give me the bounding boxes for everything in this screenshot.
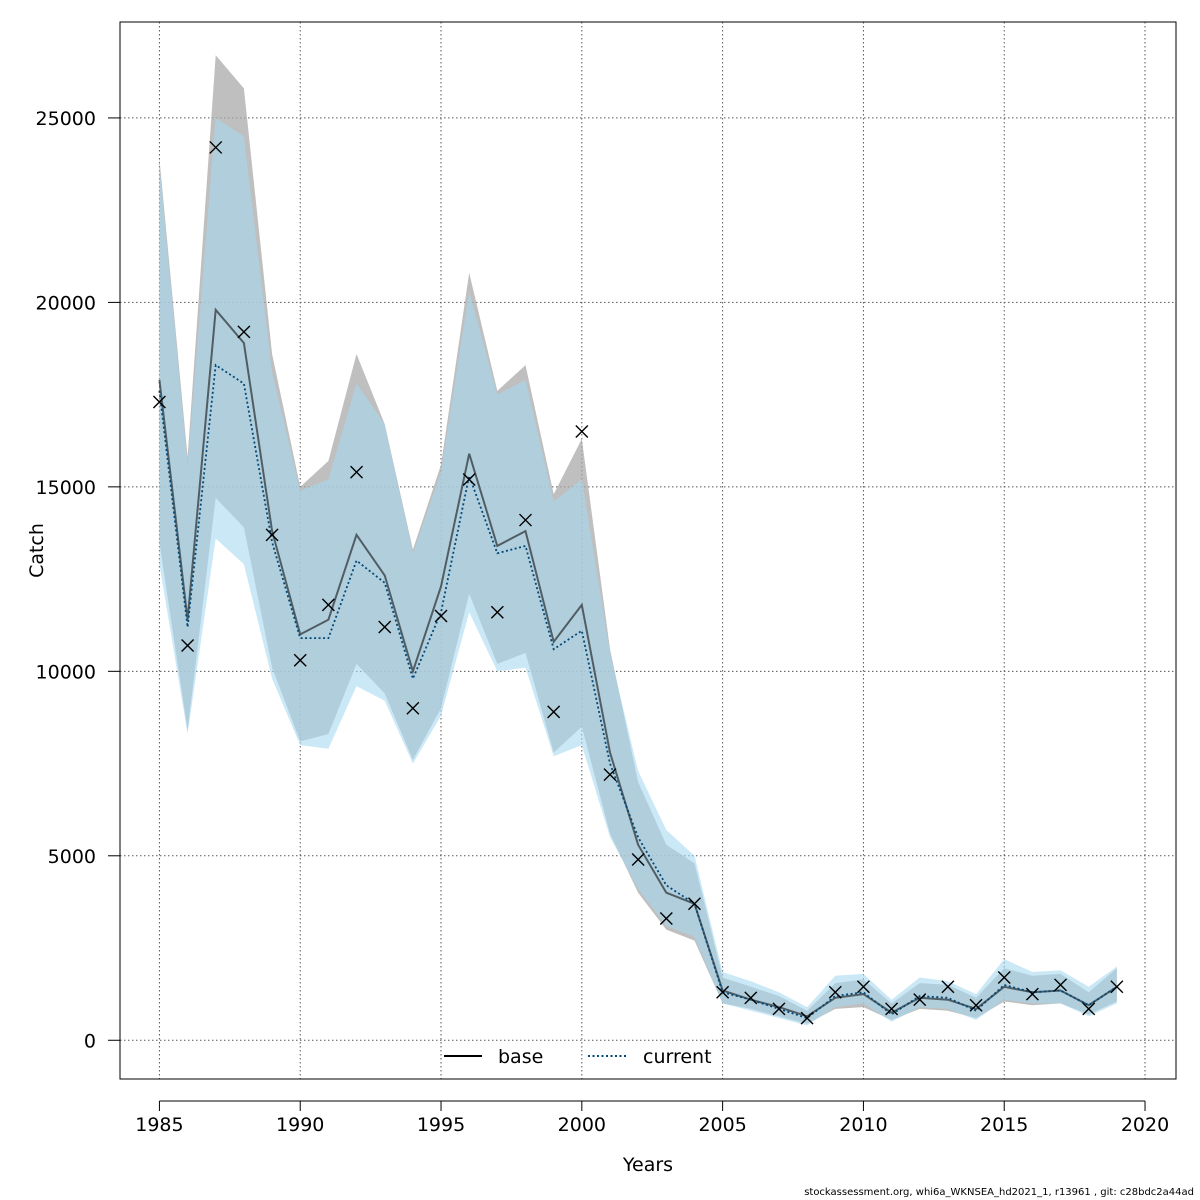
observation-marker-2006 xyxy=(744,991,758,1005)
observation-marker-1995 xyxy=(434,609,448,623)
y-tick-label-15000: 15000 xyxy=(36,477,96,499)
observation-marker-2014 xyxy=(969,998,983,1012)
observation-stroke xyxy=(321,598,335,612)
observation-stroke xyxy=(1082,1002,1096,1016)
observation-marker-2018 xyxy=(1082,1002,1096,1016)
legend-label-current: current xyxy=(643,1046,712,1068)
observation-marker-1988 xyxy=(237,325,251,339)
observation-stroke xyxy=(209,140,223,154)
y-tick-label-10000: 10000 xyxy=(36,661,96,683)
observation-stroke xyxy=(378,620,392,634)
observation-points xyxy=(152,140,1124,1025)
y-axis-title: Catch xyxy=(26,523,48,578)
footer-credit: stockassessment.org, whi6a_WKNSEA_hd2021… xyxy=(804,1187,1194,1198)
observation-marker-1992 xyxy=(350,465,364,479)
observation-stroke xyxy=(462,472,476,486)
observation-stroke xyxy=(265,528,279,542)
observation-marker-2010 xyxy=(856,980,870,994)
y-tick-label-20000: 20000 xyxy=(36,292,96,314)
observation-marker-1997 xyxy=(490,605,504,619)
observation-stroke xyxy=(152,395,166,409)
observation-marker-2005 xyxy=(716,985,730,999)
observation-marker-2007 xyxy=(772,1002,786,1016)
legend-label-base: base xyxy=(498,1046,543,1068)
observation-stroke xyxy=(856,980,870,994)
x-tick-label-2000: 2000 xyxy=(558,1114,606,1136)
y-tick-label-25000: 25000 xyxy=(36,108,96,130)
observation-marker-1999 xyxy=(547,705,561,719)
observation-marker-1989 xyxy=(265,528,279,542)
observation-stroke xyxy=(885,1002,899,1016)
observation-stroke xyxy=(350,465,364,479)
series-line-base xyxy=(158,307,1118,1018)
x-tick-label-2005: 2005 xyxy=(698,1114,746,1136)
x-tick-label-1990: 1990 xyxy=(276,1114,324,1136)
observation-marker-2015 xyxy=(997,971,1011,985)
observation-marker-1998 xyxy=(519,513,532,527)
observation-marker-1987 xyxy=(209,140,223,154)
observation-stroke xyxy=(631,852,645,866)
observation-stroke xyxy=(744,991,758,1005)
observation-stroke xyxy=(293,653,307,667)
observation-marker-2000 xyxy=(575,425,589,439)
observation-stroke xyxy=(659,912,673,926)
observation-stroke xyxy=(575,425,589,439)
x-tick-label-1995: 1995 xyxy=(417,1114,465,1136)
observation-stroke xyxy=(547,705,561,719)
observation-marker-1993 xyxy=(378,620,392,634)
y-axis: 0 5000 10000 15000 20000 25000 xyxy=(36,108,120,1052)
observation-marker-2011 xyxy=(885,1002,899,1016)
observation-stroke xyxy=(772,1002,786,1016)
observation-marker-2004 xyxy=(687,897,701,911)
observation-stroke xyxy=(913,993,927,1007)
observation-stroke xyxy=(1054,978,1068,992)
observation-marker-2013 xyxy=(941,980,955,994)
observation-stroke xyxy=(687,897,701,911)
observation-stroke xyxy=(237,325,251,339)
observation-stroke xyxy=(603,768,617,782)
observation-marker-1986 xyxy=(181,639,195,652)
observation-marker-2008 xyxy=(800,1011,814,1025)
x-tick-label-2020: 2020 xyxy=(1121,1114,1169,1136)
observation-stroke xyxy=(434,609,448,623)
observation-marker-1994 xyxy=(406,701,420,715)
plot-frame xyxy=(119,21,1177,1080)
x-tick-label-2015: 2015 xyxy=(980,1114,1028,1136)
observation-stroke xyxy=(716,985,730,999)
observation-marker-1990 xyxy=(293,653,307,667)
observation-stroke xyxy=(490,605,504,619)
observation-marker-2016 xyxy=(1025,987,1039,1001)
observation-stroke xyxy=(997,971,1011,985)
x-axis: 1985 1990 1995 2000 2005 2010 2015 2020 xyxy=(135,1100,1169,1136)
observation-stroke xyxy=(828,985,842,999)
observation-marker-2003 xyxy=(659,912,673,926)
observation-marker-2002 xyxy=(631,852,645,866)
x-tick-label-1985: 1985 xyxy=(135,1114,183,1136)
legend: base current xyxy=(444,1046,712,1068)
x-tick-label-2010: 2010 xyxy=(839,1114,887,1136)
observation-stroke xyxy=(1110,980,1124,994)
observation-marker-2017 xyxy=(1054,978,1068,992)
observation-marker-2012 xyxy=(913,993,927,1007)
observation-marker-1996 xyxy=(462,472,476,486)
observation-stroke xyxy=(941,980,955,994)
y-tick-label-5000: 5000 xyxy=(48,846,96,868)
series-lines xyxy=(158,307,1118,1020)
x-axis-title: Years xyxy=(622,1154,673,1176)
observation-stroke xyxy=(519,513,532,527)
y-tick-label-0: 0 xyxy=(84,1030,96,1052)
observation-stroke xyxy=(969,998,983,1012)
observation-marker-1985 xyxy=(152,395,166,409)
observation-marker-2009 xyxy=(828,985,842,999)
series-line-current xyxy=(158,363,1118,1020)
observation-stroke xyxy=(181,639,195,652)
observation-marker-2001 xyxy=(603,768,617,782)
observation-stroke xyxy=(800,1011,814,1025)
observation-stroke xyxy=(1025,987,1039,1001)
observation-marker-1991 xyxy=(321,598,335,612)
observation-marker-2019 xyxy=(1110,980,1124,994)
observation-stroke xyxy=(406,701,420,715)
confidence-bands xyxy=(159,55,1117,1026)
